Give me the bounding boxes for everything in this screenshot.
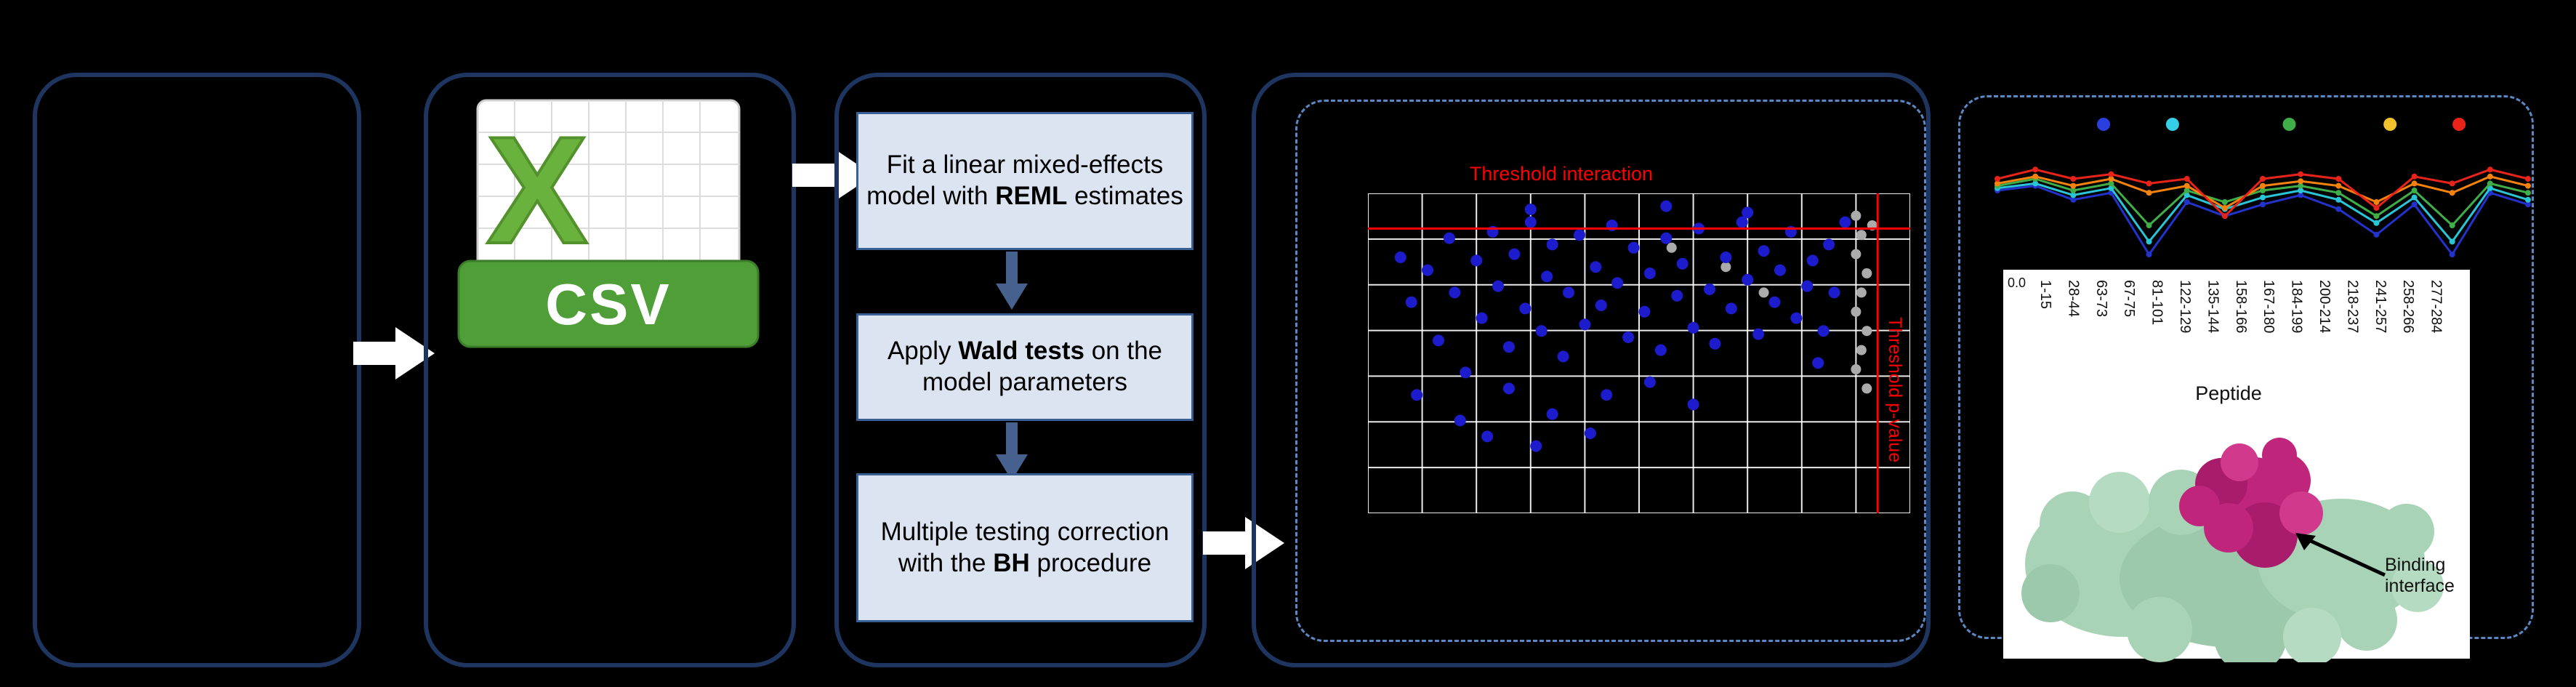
svg-text:67-75: 67-75 (2121, 280, 2137, 317)
panel-input-data (33, 73, 361, 667)
csv-label: CSV (545, 272, 672, 337)
svg-text:218-237: 218-237 (2344, 280, 2360, 333)
right-arrow-icon (1203, 517, 1284, 569)
step-wald-tests: Apply Wald tests on the model parameters (856, 313, 1194, 421)
volcano-scatter-plot (1368, 193, 1910, 513)
step2-bold: Wald tests (958, 337, 1084, 366)
svg-text:167-180: 167-180 (2261, 280, 2277, 333)
threshold-pvalue-label: Threshold p-value (1885, 317, 1905, 463)
svg-text:135-144: 135-144 (2205, 280, 2221, 333)
down-arrow-icon (996, 252, 1028, 310)
binding-interface-label: Binding interface (2385, 555, 2455, 596)
peptide-axis-title: Peptide (2195, 382, 2262, 404)
panel-csv-file: X CSV (424, 73, 796, 667)
svg-text:81-101: 81-101 (2149, 280, 2165, 325)
results-dashed-frame (1295, 100, 1926, 642)
step2-suffix: on the model parameters (922, 337, 1163, 396)
svg-text:1-15: 1-15 (2037, 280, 2053, 309)
step-fit-mixed-model: Fit a linear mixed-effects model with RE… (856, 112, 1194, 250)
step1-text: Fit a linear mixed-effects model with (866, 150, 1164, 210)
svg-text:63-73: 63-73 (2093, 280, 2109, 317)
step-multiple-testing-correction: Multiple testing correction with the BH … (856, 473, 1194, 622)
down-arrow-icon (996, 422, 1028, 481)
step3-line1: Multiple testing correction (880, 517, 1170, 546)
svg-text:158-166: 158-166 (2233, 280, 2249, 333)
binding-interface-arrow-icon (2295, 533, 2386, 577)
svg-text:0.0: 0.0 (2008, 276, 2026, 290)
excel-x-glyph: X (486, 105, 588, 276)
step3-suffix: procedure (1029, 548, 1152, 577)
step1-suffix: estimates (1067, 182, 1183, 210)
deuteration-line-chart (1995, 118, 2531, 257)
csv-file-icon: X CSV (457, 99, 760, 348)
svg-text:122-129: 122-129 (2177, 280, 2193, 333)
svg-text:28-44: 28-44 (2065, 280, 2081, 317)
panel-peptide-results: 0.0 1-15 28-44 63-73 67-75 81-101 122-129 135-1… (1958, 95, 2534, 662)
right-arrow-icon (353, 327, 435, 379)
svg-text:258-266: 258-266 (2400, 280, 2416, 333)
step3-line2: with the (898, 548, 994, 577)
peptide-plot-card: 0.0 1-15 28-44 63-73 67-75 81-101 122-129 135-1… (2003, 270, 2470, 662)
step3-bold: BH (993, 548, 1030, 577)
protein-structure-image (2021, 438, 2444, 662)
svg-text:241-257: 241-257 (2372, 280, 2388, 333)
binding-interface-region (2179, 438, 2323, 568)
panel-results-scatter: Threshold interaction Threshold p-value (1252, 73, 1931, 667)
panel-statistical-analysis: Fit a linear mixed-effects model with RE… (834, 73, 1207, 667)
step2-text: Apply (887, 337, 959, 366)
svg-text:277-284: 277-284 (2428, 280, 2444, 333)
svg-text:200-214: 200-214 (2317, 280, 2333, 333)
svg-text:184-199: 184-199 (2289, 280, 2305, 333)
right-arrow-icon (792, 149, 874, 201)
peptide-axis: 0.0 1-15 28-44 63-73 67-75 81-101 122-129 135-1… (2008, 276, 2444, 333)
threshold-interaction-label: Threshold interaction (1469, 163, 1654, 185)
step1-bold: REML (995, 182, 1068, 210)
